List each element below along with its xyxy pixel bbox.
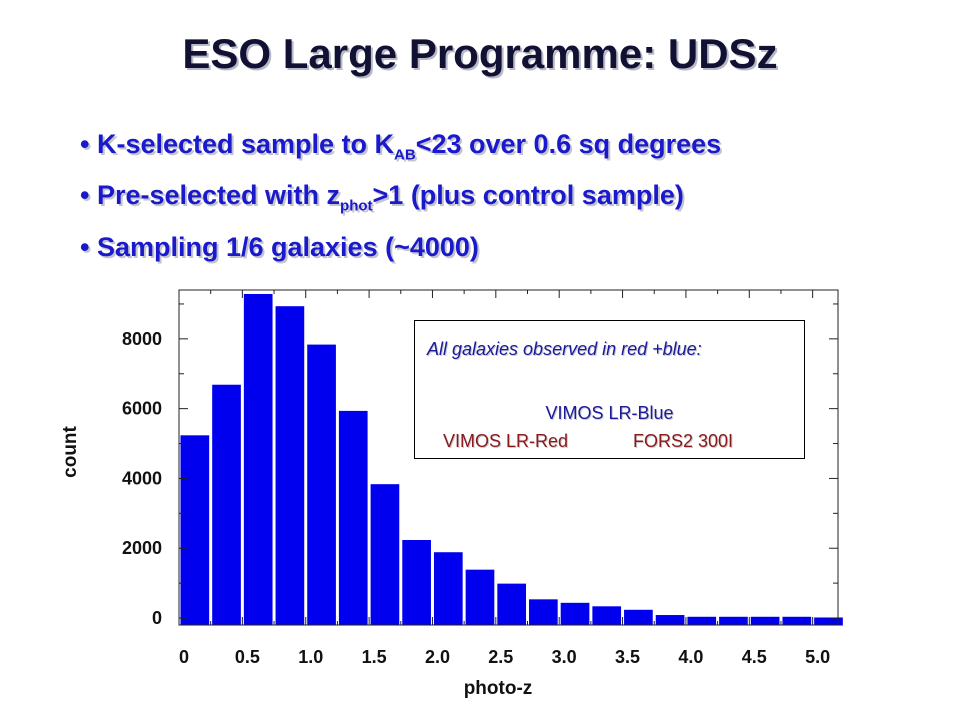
histogram-bar [781, 615, 813, 627]
y-tick-label: 4000 [122, 468, 162, 488]
legend-red-label: VIMOS LR-Red [443, 431, 569, 451]
bullet-text: • Pre-selected with z [80, 180, 341, 211]
plot-frame [178, 289, 839, 626]
x-tick-label: 3.5 [615, 647, 640, 667]
histogram-bar [623, 608, 654, 627]
histogram-bar [496, 582, 528, 627]
y-tick-label: 2000 [122, 538, 162, 558]
x-tick-label: 1.5 [362, 647, 387, 667]
histogram-bar [813, 616, 844, 627]
histogram-bar [337, 409, 369, 627]
legend-heading: All galaxies observed in red +blue: [427, 339, 702, 359]
histogram-bar [306, 343, 337, 627]
bullet-item: • K-selected sample to KAB<23 over 0.6 s… [80, 124, 721, 175]
x-tick-label: 2.0 [425, 647, 450, 667]
x-tick-label: 4.5 [742, 647, 767, 667]
bullet-text-rest: >1 (plus control sample) [372, 180, 684, 211]
y-tick-labels: 0 2000 4000 6000 8000 [122, 329, 162, 628]
histogram-bar [749, 615, 781, 627]
x-tick-labels: 0 0.5 1.0 1.5 2.0 2.5 3.0 3.5 4.0 4.5 5.0 [179, 647, 830, 667]
histogram-bar [211, 383, 242, 627]
histogram-bar [401, 539, 432, 627]
legend-box: All galaxies observed in red +blue: VIMO… [414, 320, 805, 459]
histogram-bar [242, 292, 274, 627]
y-tick-label: 8000 [122, 329, 162, 349]
histogram-bar [559, 601, 591, 627]
y-axis-title: count [60, 425, 81, 477]
page-title: ESO Large Programme: UDSz [182, 30, 778, 77]
x-tick-label: 0 [179, 647, 189, 667]
histogram-bar [369, 483, 401, 627]
histogram-bar [686, 615, 718, 627]
x-tick-label: 5.0 [805, 647, 830, 667]
bullet-text: • Sampling 1/6 galaxies (~4000) [80, 231, 479, 262]
bullet-item: • Pre-selected with zphot>1 (plus contro… [80, 175, 721, 226]
bullet-text: • K-selected sample to K [80, 129, 395, 159]
histogram-bar [179, 434, 211, 627]
histogram-bar [464, 568, 496, 627]
legend-blue-label: VIMOS LR-Blue [545, 403, 674, 423]
bullet-list: • K-selected sample to KAB<23 over 0.6 s… [80, 124, 721, 267]
x-tick-label: 1.0 [298, 647, 323, 667]
histogram-bar [528, 598, 559, 627]
x-tick-label: 0.5 [235, 647, 260, 667]
histogram-bar [654, 614, 686, 627]
histogram-bar [432, 551, 464, 627]
x-axis-title: photo-z [464, 678, 533, 699]
tick-marks [178, 290, 838, 625]
x-tick-label: 2.5 [488, 647, 513, 667]
legend-fors-label: FORS2 300I [633, 431, 734, 451]
histogram-bar [591, 605, 623, 627]
bullet-subscript: phot [340, 197, 373, 215]
y-tick-label: 0 [152, 608, 162, 628]
bars-group [179, 292, 844, 627]
y-tick-label: 6000 [122, 399, 162, 419]
histogram-bar [718, 615, 749, 627]
bullet-item: • Sampling 1/6 galaxies (~4000) [80, 227, 721, 267]
histogram-bar [274, 305, 306, 627]
bullet-text-rest: <23 over 0.6 sq degrees [415, 129, 722, 159]
bullet-subscript: AB [394, 146, 416, 164]
x-tick-label: 4.0 [678, 647, 703, 667]
x-tick-label: 3.0 [552, 647, 577, 667]
